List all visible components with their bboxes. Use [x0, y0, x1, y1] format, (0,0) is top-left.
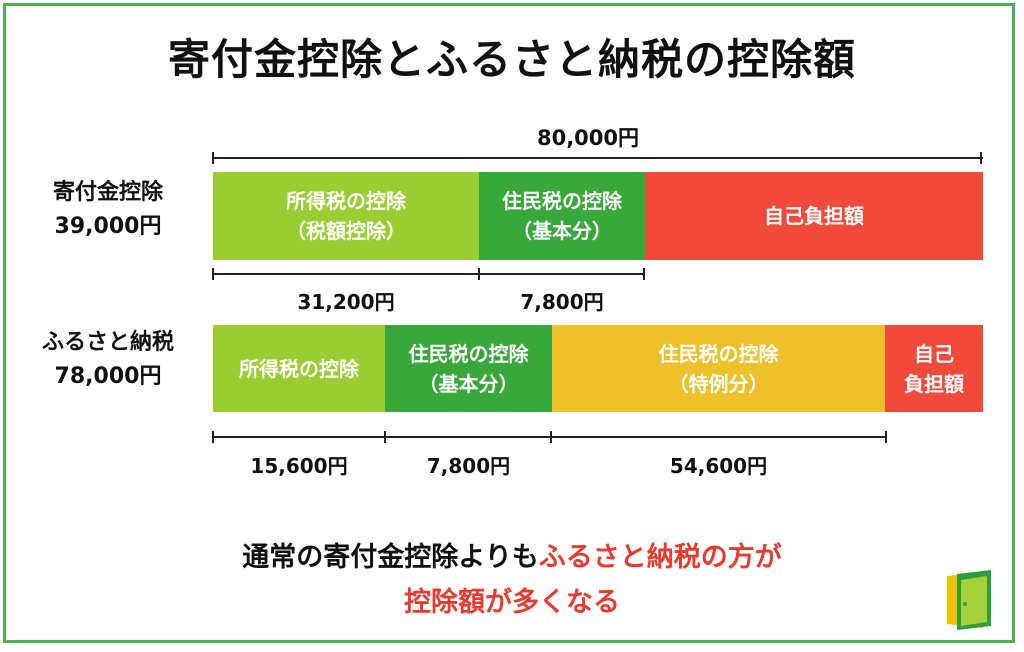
row2-segment-self-burden-line2: 負担額 [904, 371, 964, 396]
row1-segment-resident-basic-line1: 住民税の控除 [502, 189, 622, 213]
row1-label: 寄付金控除 39,000円 [18, 176, 198, 244]
conclusion-text: 通常の寄付金控除よりも [242, 542, 539, 573]
conclusion-line2: 控除額が多くなる [404, 587, 620, 618]
row1-label-title: 寄付金控除 [52, 180, 163, 205]
row2-segment-self-burden-line1: 自己 [914, 341, 954, 366]
row2-ruler-tick-0 [212, 431, 214, 443]
row1-amount-income-tax: 31,200円 [297, 290, 395, 314]
row2-segment-income-tax: 所得税の控除 [213, 325, 385, 412]
row1-label-amount: 39,000円 [54, 214, 162, 239]
row2-segment-resident-special-line2: （特例分） [668, 371, 769, 396]
row2-segment-resident-basic-line2: （基本分） [418, 371, 519, 396]
row1-ruler-tick-2 [643, 268, 645, 280]
row1-segment-self-burden-line1: 自己負担額 [764, 204, 864, 228]
row1-segment-income-tax-line2: （税額控除） [286, 219, 406, 243]
row2-amount-income-tax: 15,600円 [250, 454, 348, 478]
row1-ruler-line [213, 273, 645, 275]
row1-amount-resident-basic: 7,800円 [520, 290, 604, 314]
row2-segment-resident-special-line1: 住民税の控除 [658, 341, 779, 366]
row2-segment-resident-special: 住民税の控除 （特例分） [552, 325, 885, 412]
row2-label-title: ふるさと納税 [41, 330, 174, 355]
row2-segment-income-tax-line1: 所得税の控除 [239, 356, 359, 381]
row2-label: ふるさと納税 78,000円 [10, 326, 206, 394]
door-logo-icon [947, 570, 991, 630]
row2-ruler-tick-3 [885, 431, 887, 443]
total-span-line [213, 157, 983, 159]
row2-label-amount: 78,000円 [54, 364, 162, 389]
row2-amount-resident-basic: 7,800円 [426, 454, 511, 478]
row2-segment-self-burden: 自己 負担額 [885, 325, 983, 412]
row1-segment-resident-basic: 住民税の控除 （基本分） [479, 172, 645, 260]
total-amount: 80,000円 [536, 126, 640, 150]
conclusion-highlight: ふるさと納税の方が [538, 542, 782, 573]
row1-ruler-tick-0 [212, 268, 214, 280]
row1-segment-self-burden: 自己負担額 [645, 172, 983, 260]
row2-segment-resident-basic-line1: 住民税の控除 [408, 341, 529, 366]
total-span-tick-right [980, 152, 982, 164]
row2-ruler-tick-1 [384, 431, 386, 443]
row2-segment-resident-basic: 住民税の控除 （基本分） [385, 325, 552, 412]
conclusion-line1: 通常の寄付金控除よりもふるさと納税の方が [0, 535, 1024, 574]
row1-segment-resident-basic-line2: （基本分） [512, 219, 612, 243]
row2-ruler-tick-2 [550, 431, 552, 443]
total-span-tick-left [212, 152, 214, 164]
row1-segment-income-tax-line1: 所得税の控除 [286, 189, 406, 213]
page-title: 寄付金控除とふるさと納税の控除額 [167, 35, 856, 84]
row1-ruler-tick-1 [478, 268, 480, 280]
row2-amount-resident-special: 54,600円 [669, 454, 768, 478]
outer-frame [3, 3, 1015, 643]
row1-segment-income-tax: 所得税の控除 （税額控除） [213, 172, 479, 260]
